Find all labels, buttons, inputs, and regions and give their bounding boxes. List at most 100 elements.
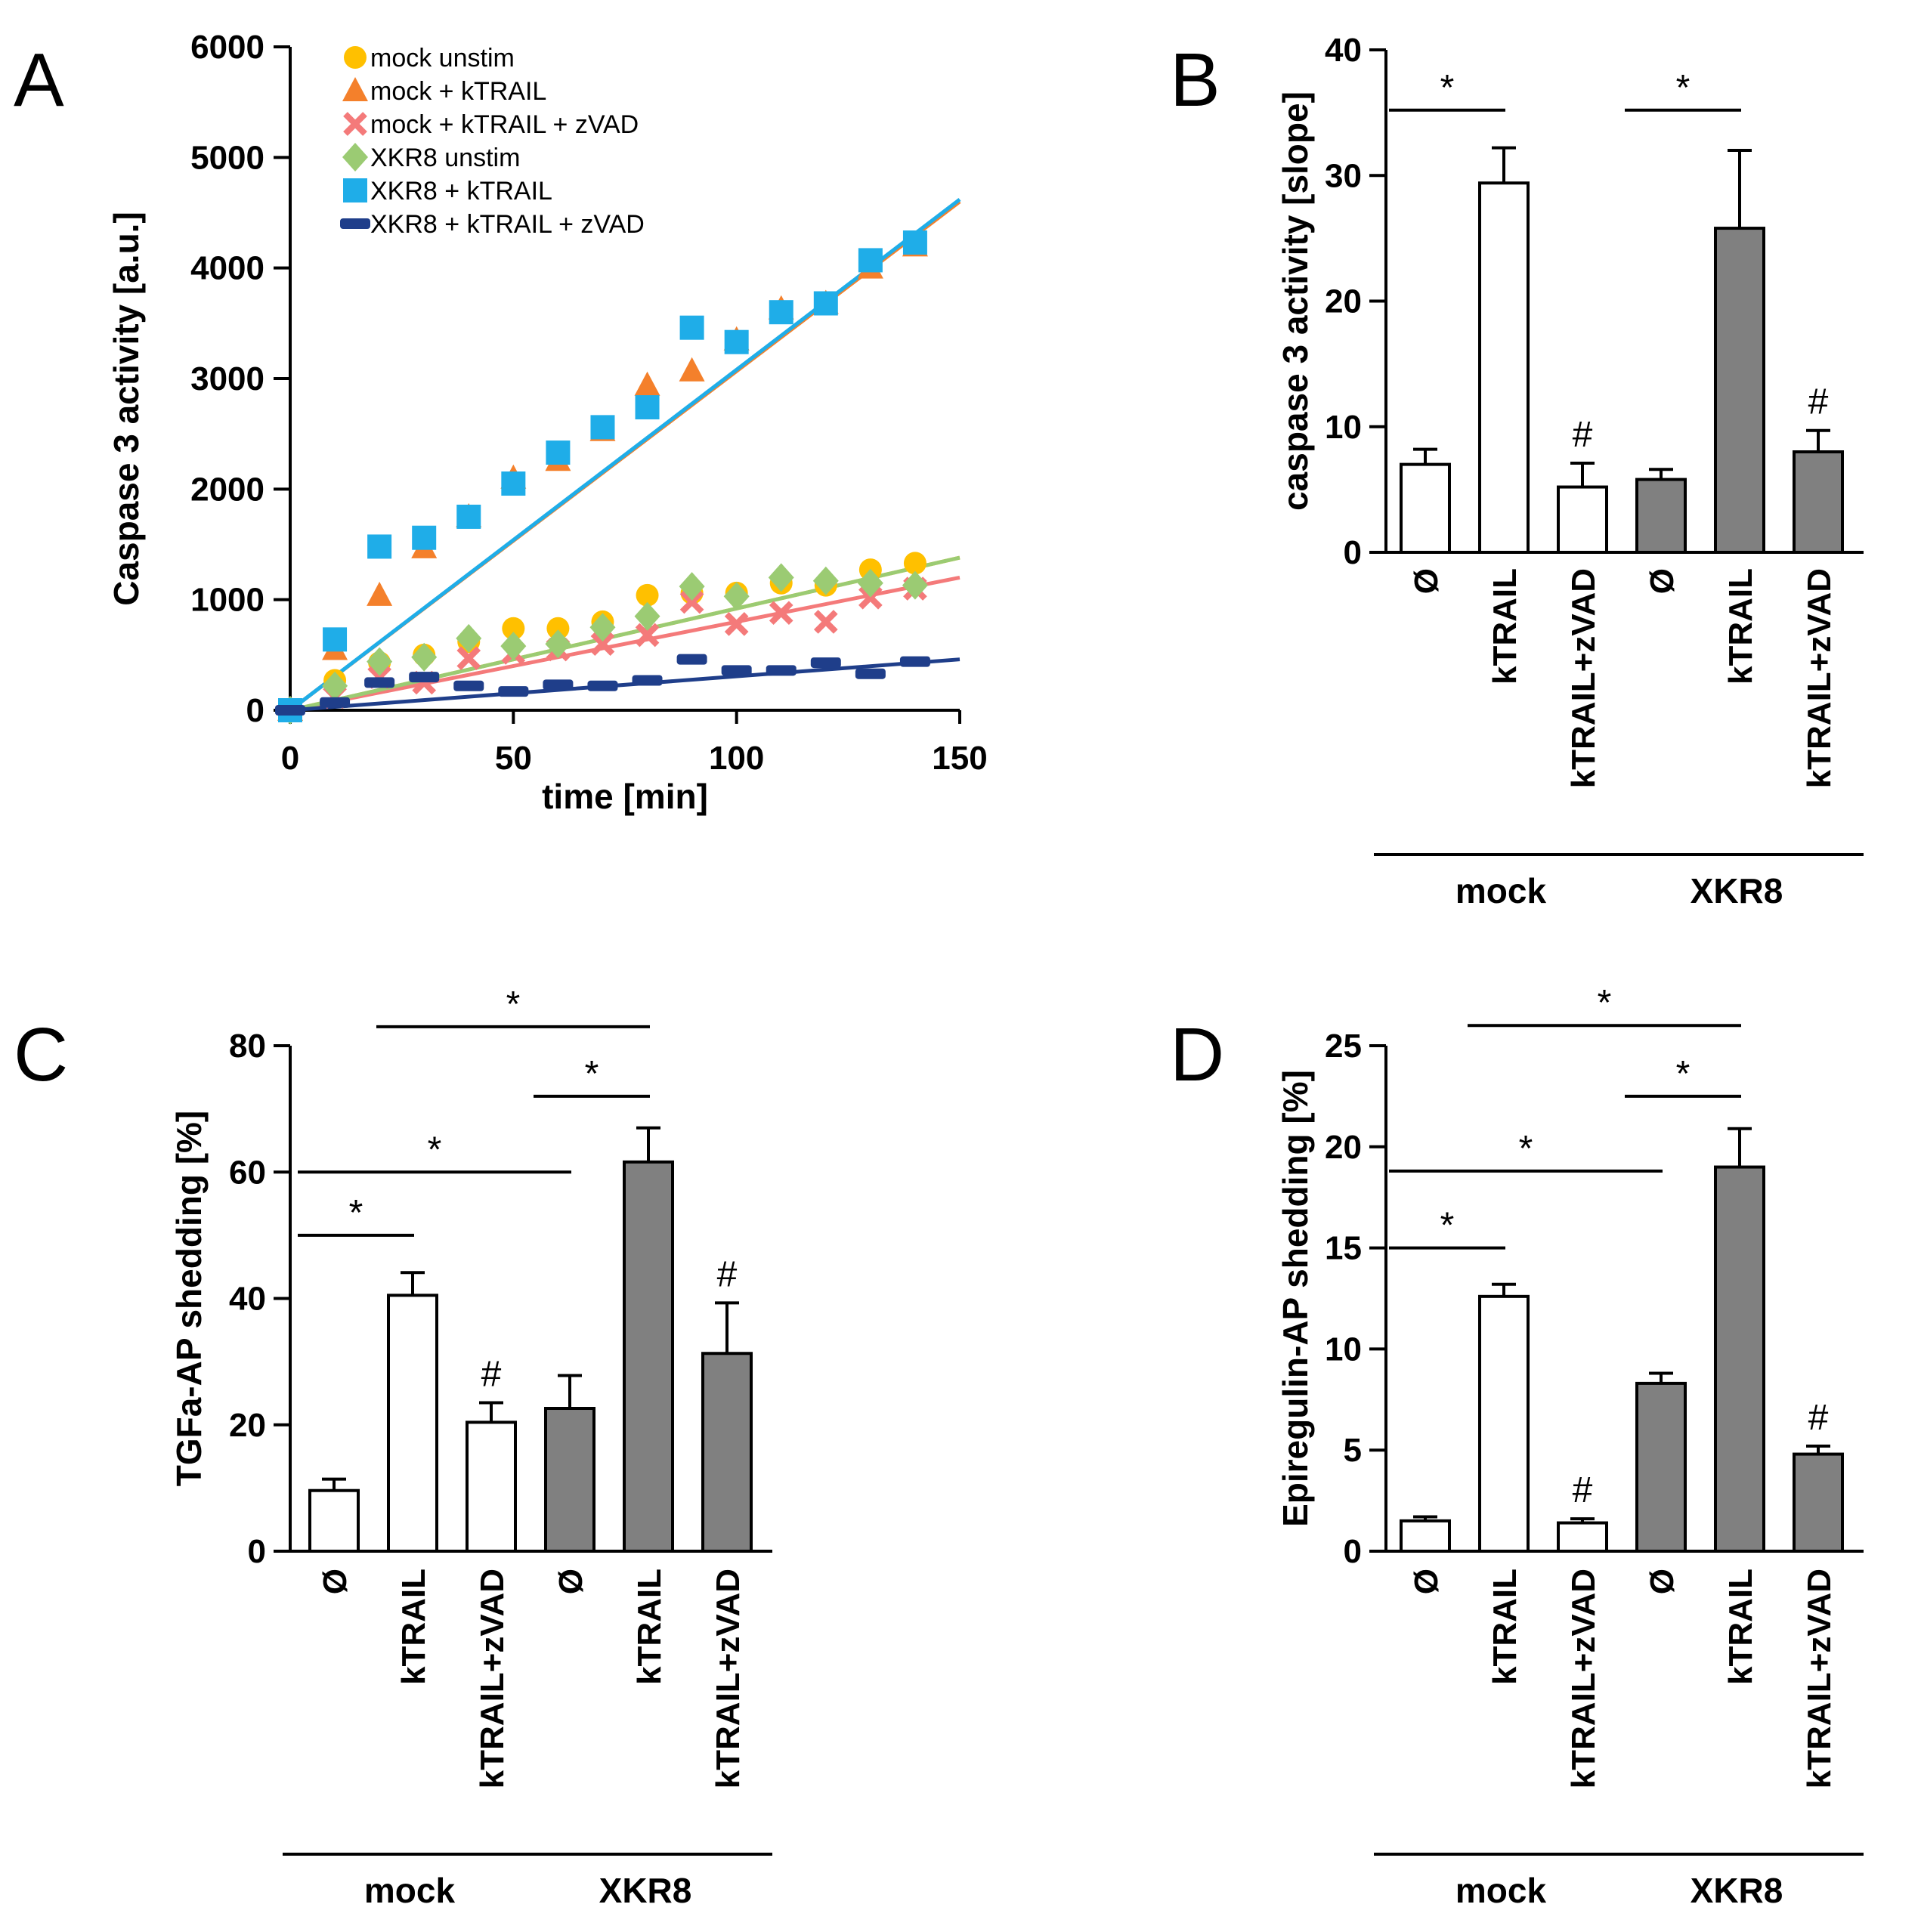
category-label: kTRAIL bbox=[631, 1569, 668, 1685]
data-point bbox=[903, 552, 926, 575]
bar bbox=[1714, 227, 1765, 554]
legend-entry: XKR8 + kTRAIL + zVAD bbox=[370, 210, 645, 239]
data-point bbox=[367, 534, 392, 559]
y-tick-label: 1000 bbox=[190, 582, 264, 619]
data-point bbox=[634, 371, 660, 396]
x-tick-label: 100 bbox=[709, 740, 764, 777]
data-point bbox=[502, 617, 525, 640]
hash-mark: # bbox=[717, 1254, 738, 1294]
data-point bbox=[858, 585, 883, 610]
significance-star: * bbox=[1676, 1054, 1691, 1094]
data-point bbox=[679, 589, 704, 614]
fit-line-series-3 bbox=[289, 575, 960, 713]
hash-mark: # bbox=[481, 1354, 502, 1394]
category-label: Ø bbox=[1644, 1569, 1681, 1594]
x-tick-label: 50 bbox=[495, 740, 532, 777]
category-label: kTRAIL bbox=[1722, 1569, 1759, 1685]
y-tick-label: 0 bbox=[1344, 1533, 1362, 1570]
data-point-stroke bbox=[590, 632, 615, 657]
data-point-stroke bbox=[456, 646, 481, 671]
significance-star: * bbox=[1440, 68, 1455, 108]
group-label: mock bbox=[1455, 871, 1547, 910]
bar bbox=[1793, 1452, 1844, 1553]
bar bbox=[1557, 485, 1608, 554]
category-label: kTRAIL+zVAD bbox=[1801, 1569, 1838, 1788]
hash-mark: # bbox=[1808, 1398, 1829, 1438]
data-point bbox=[902, 230, 927, 255]
bar bbox=[466, 1420, 517, 1553]
category-label: Ø bbox=[1408, 1569, 1445, 1594]
data-point bbox=[632, 675, 663, 686]
legend-entry: mock + kTRAIL bbox=[370, 77, 546, 106]
y-tick-label: 0 bbox=[248, 1533, 266, 1570]
legend-marker bbox=[343, 112, 367, 136]
data-point bbox=[546, 617, 570, 640]
category-label: kTRAIL bbox=[1486, 1569, 1523, 1685]
y-tick-label: 30 bbox=[1325, 157, 1362, 194]
data-point bbox=[456, 623, 482, 653]
bar bbox=[387, 1294, 438, 1553]
data-point bbox=[412, 525, 437, 550]
data-point-stroke bbox=[635, 623, 660, 648]
data-point bbox=[634, 601, 660, 631]
y-tick-label: 3000 bbox=[190, 360, 264, 397]
y-tick-label: 5 bbox=[1344, 1432, 1362, 1469]
data-point bbox=[367, 581, 393, 606]
data-point bbox=[679, 357, 705, 382]
bar bbox=[544, 1407, 595, 1553]
panel-letter-c: C bbox=[14, 1012, 68, 1097]
data-point bbox=[546, 440, 571, 465]
data-point bbox=[902, 570, 928, 600]
y-axis-label: caspase 3 activity [slope] bbox=[1276, 91, 1315, 511]
data-point bbox=[858, 248, 883, 273]
y-tick-label: 4000 bbox=[190, 250, 264, 287]
bar bbox=[308, 1488, 360, 1553]
legend-marker bbox=[340, 218, 370, 229]
data-point bbox=[456, 646, 481, 671]
data-point bbox=[320, 697, 351, 708]
y-tick-label: 40 bbox=[229, 1281, 266, 1318]
bar bbox=[1400, 462, 1451, 554]
y-tick-label: 0 bbox=[1344, 534, 1362, 571]
y-axis-label: Caspase 3 activity [a.u.] bbox=[107, 212, 146, 606]
panel-letter-b: B bbox=[1170, 38, 1220, 122]
significance-star: * bbox=[349, 1193, 363, 1233]
panel-c: C 0 20 40 60 80 TGFa-AP shedding [%] Ø kTRAIL # kT… bbox=[14, 985, 772, 1910]
data-point bbox=[635, 623, 660, 648]
significance-star: * bbox=[1598, 983, 1612, 1023]
category-label: kTRAIL bbox=[395, 1569, 432, 1685]
data-point bbox=[590, 415, 615, 440]
significance-star: * bbox=[1440, 1206, 1455, 1246]
data-point bbox=[813, 291, 838, 316]
data-point bbox=[500, 632, 527, 661]
data-point bbox=[411, 642, 438, 672]
bar bbox=[1793, 450, 1844, 554]
group-label: mock bbox=[364, 1871, 456, 1910]
data-point bbox=[275, 705, 305, 716]
data-point bbox=[721, 665, 752, 676]
legend-entry: mock unstim bbox=[370, 44, 515, 73]
category-label: kTRAIL+zVAD bbox=[1565, 1569, 1602, 1788]
y-tick-label: 60 bbox=[229, 1154, 266, 1191]
group-label: XKR8 bbox=[1691, 871, 1783, 910]
category-label: kTRAIL+zVAD bbox=[710, 1569, 747, 1788]
data-point bbox=[635, 395, 660, 420]
significance-star: * bbox=[428, 1130, 442, 1170]
y-tick-label: 10 bbox=[1325, 409, 1362, 446]
data-point bbox=[367, 647, 393, 676]
y-tick-label: 80 bbox=[229, 1028, 266, 1065]
data-point bbox=[724, 329, 749, 354]
data-point bbox=[323, 627, 348, 652]
panel-b: B 0 10 20 30 40 caspase 3 activity [slope] Ø kTR… bbox=[1170, 32, 1864, 910]
legend-marker bbox=[343, 178, 367, 202]
category-label: kTRAIL+zVAD bbox=[1801, 568, 1838, 788]
category-label: Ø bbox=[552, 1569, 589, 1594]
legend-marker bbox=[344, 46, 367, 69]
panel-a: A 0 1000 2000 3000 4000 5000 6000 0 50 100 150 time … bbox=[14, 29, 988, 816]
bar bbox=[623, 1160, 674, 1553]
series-5-points bbox=[278, 230, 927, 722]
y-tick-label: 5000 bbox=[190, 139, 264, 176]
group-label: mock bbox=[1455, 1871, 1547, 1910]
legend-marker-stroke bbox=[343, 112, 367, 136]
